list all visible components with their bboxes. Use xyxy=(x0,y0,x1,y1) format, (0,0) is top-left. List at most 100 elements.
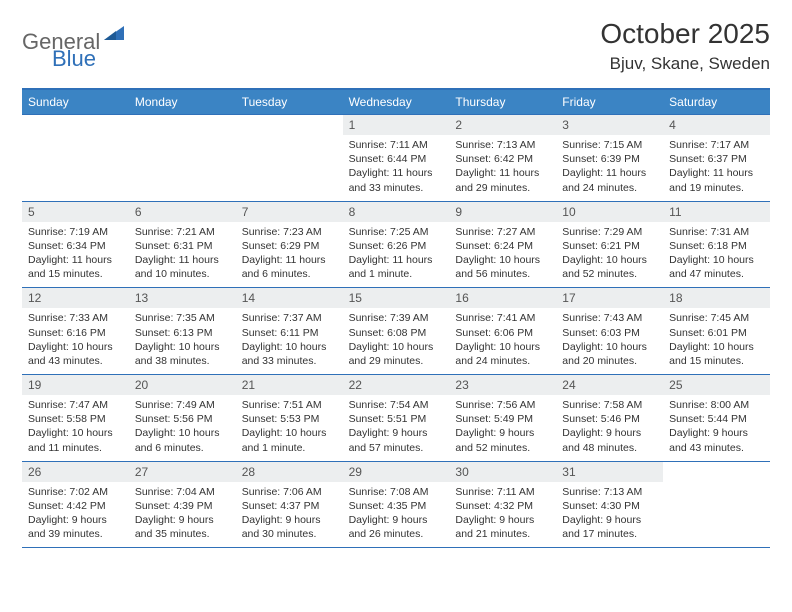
day-number: 25 xyxy=(663,375,770,395)
sunset-text: Sunset: 6:29 PM xyxy=(242,239,337,253)
day-number: 15 xyxy=(343,288,450,308)
day-cell: 14 Sunrise: 7:37 AMSunset: 6:11 PMDayligh… xyxy=(236,288,343,374)
day-body: Sunrise: 7:43 AMSunset: 6:03 PMDaylight:… xyxy=(556,308,663,374)
day-number: 2 xyxy=(449,115,556,135)
dayhead-wed: Wednesday xyxy=(343,90,450,114)
day-body: Sunrise: 7:25 AMSunset: 6:26 PMDaylight:… xyxy=(343,222,450,288)
day-header-row: Sunday Monday Tuesday Wednesday Thursday… xyxy=(22,90,770,114)
day-body: Sunrise: 7:39 AMSunset: 6:08 PMDaylight:… xyxy=(343,308,450,374)
sunrise-text: Sunrise: 7:11 AM xyxy=(349,138,444,152)
sunrise-text: Sunrise: 7:51 AM xyxy=(242,398,337,412)
daylight-text: Daylight: 10 hours and 6 minutes. xyxy=(135,426,230,454)
day-cell: 10Sunrise: 7:29 AMSunset: 6:21 PMDayligh… xyxy=(556,202,663,288)
day-cell: 20Sunrise: 7:49 AMSunset: 5:56 PMDayligh… xyxy=(129,375,236,461)
daylight-text: Daylight: 10 hours and 20 minutes. xyxy=(562,340,657,368)
dayhead-sat: Saturday xyxy=(663,90,770,114)
dayhead-sun: Sunday xyxy=(22,90,129,114)
day-body: Sunrise: 7:51 AMSunset: 5:53 PMDaylight:… xyxy=(236,395,343,461)
day-cell: 11Sunrise: 7:31 AMSunset: 6:18 PMDayligh… xyxy=(663,202,770,288)
sunset-text: Sunset: 6:06 PM xyxy=(455,326,550,340)
day-number: 4 xyxy=(663,115,770,135)
day-body: Sunrise: 7:13 AMSunset: 6:42 PMDaylight:… xyxy=(449,135,556,201)
sunset-text: Sunset: 6:26 PM xyxy=(349,239,444,253)
sunrise-text: Sunrise: 7:13 AM xyxy=(562,485,657,499)
day-number: 3 xyxy=(556,115,663,135)
daylight-text: Daylight: 9 hours and 52 minutes. xyxy=(455,426,550,454)
daylight-text: Daylight: 11 hours and 19 minutes. xyxy=(669,166,764,194)
day-cell: 22Sunrise: 7:54 AMSunset: 5:51 PMDayligh… xyxy=(343,375,450,461)
daylight-text: Daylight: 9 hours and 35 minutes. xyxy=(135,513,230,541)
sunrise-text: Sunrise: 7:15 AM xyxy=(562,138,657,152)
sunset-text: Sunset: 6:21 PM xyxy=(562,239,657,253)
daylight-text: Daylight: 11 hours and 1 minute. xyxy=(349,253,444,281)
day-number xyxy=(663,462,770,468)
daylight-text: Daylight: 9 hours and 39 minutes. xyxy=(28,513,123,541)
sunrise-text: Sunrise: 7:31 AM xyxy=(669,225,764,239)
day-cell: 23Sunrise: 7:56 AMSunset: 5:49 PMDayligh… xyxy=(449,375,556,461)
day-body: Sunrise: 7:56 AMSunset: 5:49 PMDaylight:… xyxy=(449,395,556,461)
sunrise-text: Sunrise: 7:19 AM xyxy=(28,225,123,239)
day-number xyxy=(129,115,236,121)
dayhead-fri: Friday xyxy=(556,90,663,114)
day-cell: 19Sunrise: 7:47 AMSunset: 5:58 PMDayligh… xyxy=(22,375,129,461)
daylight-text: Daylight: 10 hours and 33 minutes. xyxy=(242,340,337,368)
dayhead-mon: Monday xyxy=(129,90,236,114)
sunset-text: Sunset: 6:42 PM xyxy=(455,152,550,166)
day-number: 26 xyxy=(22,462,129,482)
daylight-text: Daylight: 11 hours and 29 minutes. xyxy=(455,166,550,194)
day-cell: 18Sunrise: 7:45 AMSunset: 6:01 PMDayligh… xyxy=(663,288,770,374)
day-number: 29 xyxy=(343,462,450,482)
daylight-text: Daylight: 10 hours and 15 minutes. xyxy=(669,340,764,368)
sunrise-text: Sunrise: 7:04 AM xyxy=(135,485,230,499)
sunrise-text: Sunrise: 7:29 AM xyxy=(562,225,657,239)
day-body: Sunrise: 7:54 AMSunset: 5:51 PMDaylight:… xyxy=(343,395,450,461)
sunset-text: Sunset: 6:34 PM xyxy=(28,239,123,253)
day-cell: 5Sunrise: 7:19 AMSunset: 6:34 PMDaylight… xyxy=(22,202,129,288)
day-number: 24 xyxy=(556,375,663,395)
sunset-text: Sunset: 6:03 PM xyxy=(562,326,657,340)
day-number: 10 xyxy=(556,202,663,222)
day-number: 17 xyxy=(556,288,663,308)
week-row: 19Sunrise: 7:47 AMSunset: 5:58 PMDayligh… xyxy=(22,374,770,461)
sunset-text: Sunset: 5:56 PM xyxy=(135,412,230,426)
sunset-text: Sunset: 4:42 PM xyxy=(28,499,123,513)
month-title: October 2025 xyxy=(600,18,770,50)
day-cell: 17Sunrise: 7:43 AMSunset: 6:03 PMDayligh… xyxy=(556,288,663,374)
day-number: 13 xyxy=(129,288,236,308)
day-cell: 28Sunrise: 7:06 AMSunset: 4:37 PMDayligh… xyxy=(236,462,343,548)
day-body: Sunrise: 7:11 AMSunset: 4:32 PMDaylight:… xyxy=(449,482,556,548)
day-cell xyxy=(129,115,236,201)
day-cell: 25Sunrise: 8:00 AMSunset: 5:44 PMDayligh… xyxy=(663,375,770,461)
daylight-text: Daylight: 11 hours and 6 minutes. xyxy=(242,253,337,281)
daylight-text: Daylight: 11 hours and 33 minutes. xyxy=(349,166,444,194)
day-cell: 4Sunrise: 7:17 AMSunset: 6:37 PMDaylight… xyxy=(663,115,770,201)
day-number: 11 xyxy=(663,202,770,222)
day-cell: 21Sunrise: 7:51 AMSunset: 5:53 PMDayligh… xyxy=(236,375,343,461)
sunrise-text: Sunrise: 7:54 AM xyxy=(349,398,444,412)
dayhead-tue: Tuesday xyxy=(236,90,343,114)
sunset-text: Sunset: 6:13 PM xyxy=(135,326,230,340)
sunrise-text: Sunrise: 7:47 AM xyxy=(28,398,123,412)
day-number: 23 xyxy=(449,375,556,395)
daylight-text: Daylight: 10 hours and 11 minutes. xyxy=(28,426,123,454)
daylight-text: Daylight: 9 hours and 43 minutes. xyxy=(669,426,764,454)
sunrise-text: Sunrise: 7:08 AM xyxy=(349,485,444,499)
week-row: 26Sunrise: 7:02 AMSunset: 4:42 PMDayligh… xyxy=(22,461,770,548)
sunrise-text: Sunrise: 7:37 AM xyxy=(242,311,337,325)
dayhead-thu: Thursday xyxy=(449,90,556,114)
day-number: 14 xyxy=(236,288,343,308)
daylight-text: Daylight: 9 hours and 30 minutes. xyxy=(242,513,337,541)
daylight-text: Daylight: 11 hours and 15 minutes. xyxy=(28,253,123,281)
day-body: Sunrise: 7:13 AMSunset: 4:30 PMDaylight:… xyxy=(556,482,663,548)
logo-text-blue: Blue xyxy=(52,46,96,71)
sunset-text: Sunset: 6:11 PM xyxy=(242,326,337,340)
day-body: Sunrise: 7:41 AMSunset: 6:06 PMDaylight:… xyxy=(449,308,556,374)
day-cell: 26Sunrise: 7:02 AMSunset: 4:42 PMDayligh… xyxy=(22,462,129,548)
sunset-text: Sunset: 5:58 PM xyxy=(28,412,123,426)
day-cell: 7Sunrise: 7:23 AMSunset: 6:29 PMDaylight… xyxy=(236,202,343,288)
day-number: 8 xyxy=(343,202,450,222)
day-number: 28 xyxy=(236,462,343,482)
daylight-text: Daylight: 10 hours and 43 minutes. xyxy=(28,340,123,368)
sunset-text: Sunset: 6:24 PM xyxy=(455,239,550,253)
sunrise-text: Sunrise: 8:00 AM xyxy=(669,398,764,412)
